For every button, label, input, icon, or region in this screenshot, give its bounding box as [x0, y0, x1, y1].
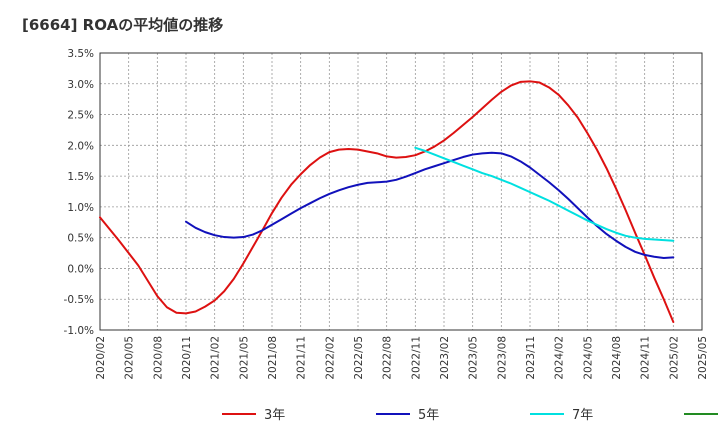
- x-tick-label: 2023/08: [496, 336, 508, 380]
- x-tick-label: 2020/02: [95, 336, 107, 380]
- y-tick-label: 2.0%: [67, 140, 94, 152]
- plot-area: [100, 53, 702, 330]
- x-tick-label: 2024/05: [582, 336, 594, 380]
- legend-label-2: 5年: [418, 408, 439, 423]
- x-axis: 2020/02 2020/05 2020/08 2020/11 2021/02 2021/…: [95, 336, 709, 380]
- x-tick-label: 2020/11: [181, 336, 193, 380]
- series-lines: [99, 80, 675, 323]
- x-tick-label: 2024/08: [611, 336, 623, 380]
- chart-title: [6664] ROAの平均値の推移: [22, 16, 224, 34]
- y-tick-label: -1.0%: [64, 325, 94, 337]
- y-tick-label: 0.5%: [67, 233, 94, 245]
- y-tick-label: 1.0%: [67, 202, 94, 214]
- x-tick-label: 2025/02: [668, 336, 680, 380]
- legend-label-3: 7年: [572, 408, 593, 423]
- y-tick-label: 2.5%: [67, 110, 94, 122]
- legend-label-1: 3年: [264, 408, 285, 423]
- x-tick-label: 2022/11: [410, 336, 422, 380]
- y-tick-label: -0.5%: [64, 294, 94, 306]
- y-tick-label: 3.5%: [67, 48, 94, 60]
- x-tick-label: 2022/02: [324, 336, 336, 380]
- x-tick-label: 2025/05: [697, 336, 709, 380]
- x-tick-label: 2023/05: [468, 336, 480, 380]
- x-tick-label: 2020/08: [152, 336, 164, 380]
- x-tick-label: 2021/08: [267, 336, 279, 380]
- x-tick-label: 2023/11: [525, 336, 537, 380]
- y-tick-label: 1.5%: [67, 171, 94, 183]
- legend: 3年5年7年10年: [222, 408, 718, 423]
- y-tick-label: 0.0%: [67, 263, 94, 275]
- x-tick-label: 2024/11: [640, 336, 652, 380]
- series-line-1: [99, 80, 675, 323]
- x-tick-label: 2021/05: [238, 336, 250, 380]
- x-tick-label: 2024/02: [554, 336, 566, 380]
- x-tick-label: 2020/05: [124, 336, 136, 380]
- y-tick-label: 3.0%: [67, 79, 94, 91]
- y-axis: 3.5% 3.0% 2.5% 2.0% 1.5% 1.0% 0.5% 0.0% -0.5% -1.…: [64, 48, 94, 337]
- x-tick-label: 2022/08: [382, 336, 394, 380]
- x-tick-label: 2021/02: [210, 336, 222, 380]
- x-tick-label: 2023/02: [439, 336, 451, 380]
- x-tick-label: 2022/05: [353, 336, 365, 380]
- x-tick-label: 2021/11: [296, 336, 308, 380]
- series-line-3: [414, 146, 675, 242]
- plot-border: [99, 52, 703, 331]
